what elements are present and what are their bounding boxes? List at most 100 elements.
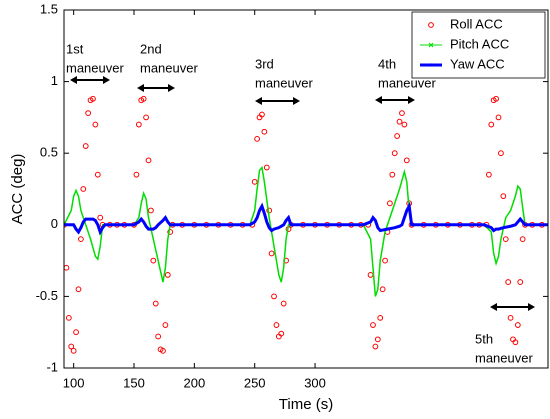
marker	[280, 300, 287, 307]
marker	[150, 257, 157, 264]
arrow-head	[70, 76, 77, 84]
marker	[64, 264, 70, 271]
marker	[68, 343, 75, 350]
marker	[164, 272, 171, 278]
annotation: maneuver	[475, 350, 533, 365]
marker	[155, 333, 162, 340]
arrow-head	[168, 84, 175, 92]
marker	[261, 128, 268, 135]
marker	[133, 171, 140, 178]
legend-label: Pitch ACC	[450, 36, 509, 51]
marker	[152, 300, 159, 307]
marker	[271, 293, 277, 300]
marker	[379, 286, 386, 293]
marker	[259, 111, 265, 118]
y-tick-label: 0	[51, 216, 58, 231]
marker	[377, 314, 384, 321]
marker	[278, 330, 285, 337]
marker	[77, 236, 84, 243]
marker	[507, 314, 514, 321]
marker	[399, 110, 405, 117]
marker	[251, 178, 258, 185]
legend-marker	[428, 22, 434, 28]
marker	[394, 133, 401, 139]
y-tick-label: 1.5	[40, 1, 58, 16]
y-tick-label: -0.5	[36, 288, 58, 303]
marker	[519, 236, 526, 243]
series-line	[64, 165, 548, 297]
marker	[82, 143, 89, 149]
marker	[391, 150, 398, 157]
marker	[514, 322, 521, 328]
marker	[505, 279, 512, 285]
marker	[268, 250, 275, 257]
legend-marker	[428, 42, 434, 48]
marker	[386, 200, 393, 207]
marker	[97, 214, 104, 221]
plot-area	[64, 95, 548, 354]
arrow-head	[137, 84, 144, 92]
marker	[401, 121, 408, 128]
marker	[485, 171, 492, 178]
marker	[396, 118, 403, 125]
arrow-head	[528, 303, 535, 311]
marker	[135, 121, 142, 128]
marker	[512, 339, 519, 346]
series-line	[64, 201, 548, 236]
marker	[254, 135, 261, 142]
legend-marker	[429, 63, 433, 67]
marker	[73, 329, 79, 336]
marker	[374, 336, 381, 343]
marker	[498, 150, 504, 157]
marker	[488, 121, 495, 128]
y-tick-label: 0.5	[40, 145, 58, 160]
marker	[143, 114, 149, 121]
annotation: 3rd	[255, 56, 274, 71]
marker	[167, 229, 174, 235]
marker	[140, 95, 147, 102]
marker	[263, 164, 270, 171]
marker	[500, 193, 507, 200]
y-tick-label: 1	[51, 73, 58, 88]
x-tick-label: 300	[304, 375, 326, 390]
x-tick-label: 150	[123, 375, 145, 390]
marker	[94, 171, 101, 178]
marker	[493, 95, 499, 102]
arrow-head	[255, 97, 262, 105]
marker	[160, 347, 166, 354]
annotation: maneuver	[140, 60, 198, 75]
arrow-head	[375, 96, 382, 104]
marker	[403, 157, 410, 164]
legend-label: Roll ACC	[450, 16, 503, 31]
marker	[372, 343, 379, 350]
arrow-head	[408, 96, 415, 104]
marker	[367, 272, 374, 278]
marker	[162, 322, 169, 328]
x-tick-label: 200	[184, 375, 206, 390]
annotation: 4th	[378, 56, 396, 71]
arrow-head	[490, 303, 497, 311]
legend-label: Yaw ACC	[450, 56, 505, 71]
x-tick-label: 250	[244, 375, 266, 390]
marker	[92, 121, 99, 128]
arrow-head	[103, 76, 110, 84]
y-tick-label: -1	[46, 359, 58, 374]
marker	[145, 157, 152, 164]
marker	[70, 347, 77, 354]
annotation: maneuver	[255, 75, 313, 90]
axes-box	[63, 9, 549, 369]
annotation: 2nd	[140, 41, 162, 56]
marker	[80, 186, 87, 192]
x-tick-label: 100	[63, 375, 85, 390]
arrow-head	[293, 97, 300, 105]
annotation: maneuver	[378, 75, 436, 90]
marker	[273, 322, 280, 328]
marker	[85, 110, 92, 117]
annotation: 5th	[475, 331, 493, 346]
marker	[517, 279, 524, 285]
x-axis-label: Time (s)	[279, 396, 333, 413]
annotation: maneuver	[66, 60, 124, 75]
marker	[148, 207, 154, 214]
